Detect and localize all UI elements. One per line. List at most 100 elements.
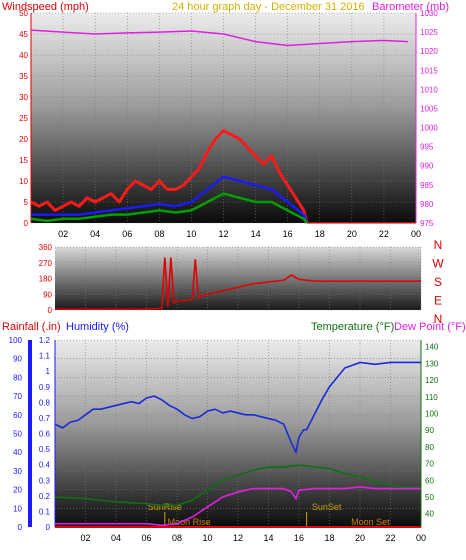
- barometer-y-tick-label: 1015: [420, 66, 438, 75]
- barometer-y-tick-label: 1030: [420, 9, 438, 18]
- humidity-y-tick-label: 0: [18, 523, 23, 532]
- compass-label: S: [434, 275, 442, 289]
- humidity-x-tick-label: 20: [355, 533, 365, 543]
- wind-direction-line: [55, 257, 421, 310]
- barometer-y-tick-label: 995: [420, 143, 434, 152]
- temperature-axis-title: Temperature (°F): [311, 321, 394, 333]
- barometer-y-tick-label: 1010: [420, 85, 438, 94]
- direction-y-tick-label: 270: [39, 259, 53, 268]
- temperature-y-tick-label: 60: [425, 476, 434, 485]
- wind-x-tick-label: 14: [251, 229, 261, 239]
- rain-y-tick-label: 0.4: [39, 461, 51, 470]
- rain-y-tick-label: 0.9: [39, 383, 51, 392]
- barometer-axis-title: Barometer (mb): [372, 1, 449, 13]
- wind-y-tick-label: 50: [19, 9, 28, 18]
- wind-y-tick-label: 15: [19, 156, 28, 165]
- rain-axis-title: Rainfall (.in): [2, 321, 61, 333]
- humidity-y-tick-label: 40: [13, 448, 22, 457]
- barometer-y-tick-label: 1005: [420, 104, 438, 113]
- humidity-y-tick-label: 90: [13, 355, 22, 364]
- moonrise-label: Moon Rise: [168, 517, 211, 527]
- sunrise-label: SunRise: [148, 502, 182, 512]
- rain-y-tick-label: 0.8: [39, 398, 51, 407]
- rain-y-tick-label: 0: [46, 523, 51, 532]
- rain-y-tick-label: 0.6: [39, 430, 51, 439]
- barometer-y-tick-label: 980: [420, 200, 434, 209]
- wind-x-tick-label: 02: [58, 229, 68, 239]
- rain-y-tick-label: 0.1: [39, 507, 51, 516]
- humidity-axis-title: Humidity (%): [66, 321, 129, 333]
- temperature-y-tick-label: 100: [425, 409, 439, 418]
- temperature-y-tick-label: 80: [425, 443, 434, 452]
- humidity-y-tick-label: 20: [13, 486, 22, 495]
- wind-y-tick-label: 5: [24, 198, 29, 207]
- rain-y-tick-label: 0.2: [39, 492, 51, 501]
- humidity-x-tick-label: 06: [141, 533, 151, 543]
- dewpoint-axis-title: Dew Point (°F): [394, 321, 466, 333]
- compass-label: N: [434, 312, 443, 326]
- rain-y-tick-label: 0.5: [39, 445, 51, 454]
- temperature-y-tick-label: 140: [425, 343, 439, 352]
- direction-y-tick-label: 180: [39, 275, 53, 284]
- temperature-y-tick-label: 90: [425, 426, 434, 435]
- humidity-y-tick-label: 10: [13, 504, 22, 513]
- barometer-y-tick-label: 985: [420, 181, 434, 190]
- humidity-x-tick-label: 00: [416, 533, 426, 543]
- humidity-temperature-panel: 02 04 06 08 10 12 14 16 18 20 22 000102030405060708…: [9, 336, 439, 543]
- humidity-x-tick-label: 10: [202, 533, 212, 543]
- wind-y-tick-label: 10: [19, 177, 28, 186]
- direction-y-tick-label: 360: [39, 243, 53, 252]
- wind-x-tick-label: 22: [379, 229, 389, 239]
- humidity-x-tick-label: 14: [263, 533, 273, 543]
- humidity-y-tick-label: 80: [13, 373, 22, 382]
- wind-barometer-panel: 02 04 06 08 10 12 14 16 18 20 22 000510152025303540…: [19, 9, 438, 239]
- barometer-y-tick-label: 990: [420, 162, 434, 171]
- temperature-line: [54, 464, 422, 507]
- wind-x-tick-label: 18: [315, 229, 325, 239]
- wind-y-tick-label: 30: [19, 93, 28, 102]
- wind-y-tick-label: 45: [19, 30, 28, 39]
- barometer-y-tick-label: 975: [420, 219, 434, 228]
- dewpoint-line: [55, 486, 421, 527]
- wind-y-tick-label: 0: [24, 219, 29, 228]
- humidity-line: [54, 361, 421, 455]
- temperature-y-tick-label: 120: [425, 376, 439, 385]
- rain-y-tick-label: 1.2: [39, 336, 51, 345]
- temperature-y-tick-label: 50: [425, 493, 434, 502]
- humidity-y-tick-label: 100: [9, 336, 23, 345]
- sunset-label: SunSet: [312, 502, 342, 512]
- barometer-line: [30, 29, 409, 47]
- humidity-x-tick-label: 08: [172, 533, 182, 543]
- rain-y-tick-label: 1: [46, 367, 51, 376]
- wind-average-line: [31, 175, 309, 224]
- wind-x-tick-label: 08: [154, 229, 164, 239]
- wind-y-tick-label: 25: [19, 114, 28, 123]
- wind-y-tick-label: 40: [19, 51, 28, 60]
- rain-y-tick-label: 1.1: [39, 352, 51, 361]
- wind-x-tick-label: 10: [186, 229, 196, 239]
- wind-x-tick-label: 12: [218, 229, 228, 239]
- temperature-y-tick-label: 70: [425, 460, 434, 469]
- wind-x-tick-label: 06: [122, 229, 132, 239]
- wind-low-line: [30, 192, 308, 224]
- humidity-y-tick-label: 60: [13, 411, 22, 420]
- humidity-x-tick-label: 02: [80, 533, 90, 543]
- humidity-y-tick-label: 50: [13, 430, 22, 439]
- humidity-x-tick-label: 16: [294, 533, 304, 543]
- humidity-y-tick-label: 30: [13, 467, 22, 476]
- humidity-x-tick-label: 18: [324, 533, 334, 543]
- barometer-y-tick-label: 1000: [420, 124, 438, 133]
- compass-label: E: [434, 294, 442, 308]
- humidity-x-tick-label: 22: [385, 533, 395, 543]
- wind-y-tick-label: 35: [19, 72, 28, 81]
- direction-y-tick-label: 0: [48, 306, 53, 315]
- wind-x-tick-label: 16: [283, 229, 293, 239]
- humidity-x-tick-label: 04: [111, 533, 121, 543]
- wind-x-tick-label: 00: [411, 229, 421, 239]
- wind-axis-title: Windspeed (mph): [2, 1, 89, 13]
- wind-gust-line: [30, 129, 309, 224]
- wind-y-tick-label: 20: [19, 135, 28, 144]
